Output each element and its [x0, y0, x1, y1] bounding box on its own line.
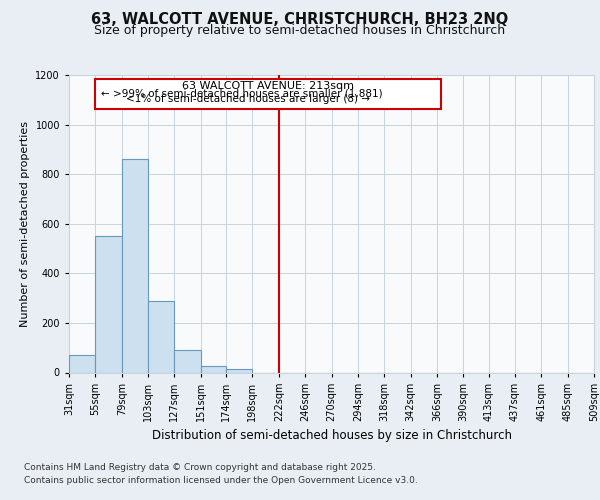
Y-axis label: Number of semi-detached properties: Number of semi-detached properties	[20, 120, 30, 327]
Text: ← >99% of semi-detached houses are smaller (1,881): ← >99% of semi-detached houses are small…	[101, 88, 382, 98]
Text: <1% of semi-detached houses are larger (8) →: <1% of semi-detached houses are larger (…	[126, 94, 370, 104]
Bar	[69, 355, 95, 372]
Text: Contains HM Land Registry data © Crown copyright and database right 2025.: Contains HM Land Registry data © Crown c…	[24, 464, 376, 472]
Text: Size of property relative to semi-detached houses in Christchurch: Size of property relative to semi-detach…	[94, 24, 506, 37]
Text: 63, WALCOTT AVENUE, CHRISTCHURCH, BH23 2NQ: 63, WALCOTT AVENUE, CHRISTCHURCH, BH23 2…	[91, 12, 509, 28]
Bar	[226, 369, 253, 372]
Text: 63 WALCOTT AVENUE: 213sqm: 63 WALCOTT AVENUE: 213sqm	[182, 81, 355, 91]
Bar	[95, 236, 122, 372]
Bar	[201, 366, 226, 372]
Text: Contains public sector information licensed under the Open Government Licence v3: Contains public sector information licen…	[24, 476, 418, 485]
Bar	[175, 350, 201, 372]
Bar	[148, 300, 175, 372]
Bar	[122, 160, 148, 372]
FancyBboxPatch shape	[95, 78, 442, 109]
X-axis label: Distribution of semi-detached houses by size in Christchurch: Distribution of semi-detached houses by …	[151, 430, 511, 442]
